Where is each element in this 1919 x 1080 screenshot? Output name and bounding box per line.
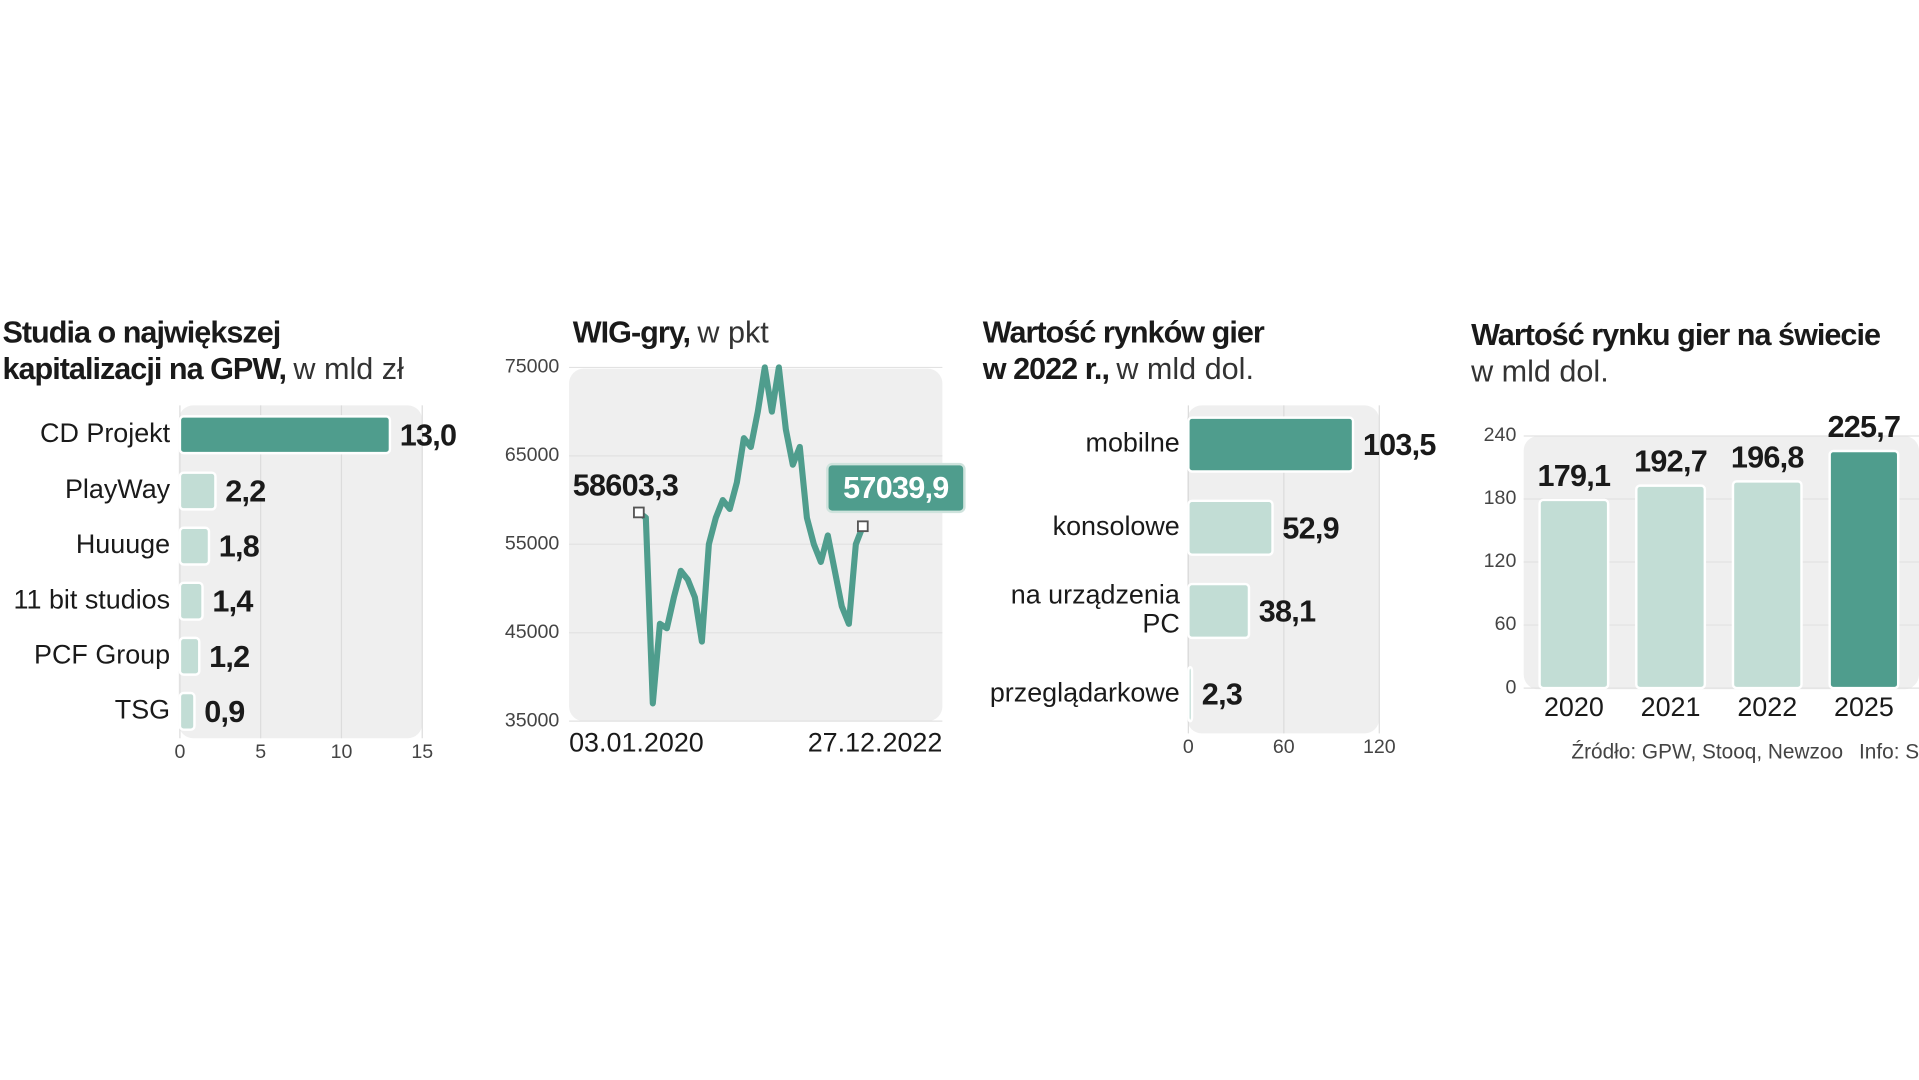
- value-label: 179,1: [1537, 459, 1611, 493]
- line: [637, 364, 866, 707]
- bar: [178, 636, 201, 676]
- title-unit: w mld dol.: [1115, 352, 1254, 386]
- bar: [178, 691, 196, 731]
- value-label: 196,8: [1731, 440, 1805, 474]
- bar: [1187, 416, 1355, 473]
- annotation-label: 58603,3: [573, 468, 678, 502]
- x-tick-label: 15: [411, 741, 433, 763]
- x-tick-label: 60: [1273, 736, 1295, 758]
- bar: [1828, 449, 1900, 690]
- chart-title: Wartość rynków gier w 2022 r., w mld dol.: [982, 315, 1265, 386]
- value-label: 103,5: [1363, 428, 1437, 462]
- x-tick-label: 10: [331, 741, 353, 763]
- title-unit: w mld dol.: [1470, 355, 1609, 389]
- category-label: przeglądarkowe: [990, 677, 1180, 707]
- y-tick-label: 55000: [505, 532, 560, 554]
- value-label: 2,3: [1202, 678, 1242, 712]
- source: Źródło: GPW, Stooq, Newzoo: [1571, 740, 1843, 763]
- annotation-box: [826, 462, 966, 514]
- category-label: konsolowe: [1053, 511, 1180, 541]
- x-tick-label: 120: [1363, 736, 1396, 758]
- value-label: 1,2: [209, 640, 249, 674]
- value-label: 52,9: [1282, 511, 1339, 545]
- category-label: mobilne: [1086, 428, 1180, 458]
- bar: [178, 415, 392, 455]
- plot-panel: [178, 405, 423, 739]
- title-line: Wartość rynku gier na świecie: [1471, 318, 1880, 352]
- bar: [1187, 666, 1194, 723]
- bar: [1538, 498, 1610, 690]
- y-tick-label: 120: [1484, 550, 1517, 572]
- value-label: 38,1: [1259, 595, 1316, 629]
- category-label: PCF Group: [34, 639, 170, 669]
- y-tick-label: 0: [1505, 676, 1516, 698]
- title-line: kapitalizacji na GPW,: [2, 352, 286, 386]
- x-tick-label: 03.01.2020: [569, 727, 704, 757]
- x-tick-label: 2021: [1641, 692, 1701, 722]
- x-tick-label: 2025: [1834, 692, 1894, 722]
- value-label: 1,4: [212, 585, 253, 619]
- y-tick-label: 35000: [505, 709, 560, 731]
- annotation-marker: [633, 506, 645, 519]
- title-line: WIG-gry,: [573, 315, 690, 349]
- category-line: na urządzenia: [1011, 579, 1180, 609]
- title-line: Studia o największej: [2, 315, 280, 349]
- category-label: na urządzenia PC: [1011, 579, 1180, 638]
- category-line: PC: [1142, 609, 1179, 639]
- bar: [1635, 484, 1707, 690]
- value-label: 13,0: [400, 418, 457, 452]
- chart-title: WIG-gry, w pkt: [573, 315, 770, 349]
- x-tick-label: 2022: [1737, 692, 1797, 722]
- y-tick-label: 60: [1495, 613, 1517, 635]
- x-tick-label: 2020: [1544, 692, 1604, 722]
- bar: [1187, 582, 1251, 640]
- title-unit: w pkt: [696, 315, 769, 349]
- title-line: w 2022 r.,: [982, 352, 1109, 386]
- value-label: 2,2: [225, 475, 265, 509]
- category-label: CD Projekt: [40, 418, 171, 448]
- annotation-marker: [857, 520, 869, 533]
- value-label: 0,9: [204, 695, 244, 729]
- chart-title: Studia o największej kapitalizacji na GPW…: [2, 315, 404, 386]
- x-tick-label: 27.12.2022: [808, 727, 943, 757]
- bar: [178, 471, 217, 511]
- category-label: PlayWay: [65, 474, 171, 504]
- y-tick-label: 45000: [505, 621, 560, 643]
- category-label: Huuuge: [76, 529, 170, 559]
- title-line: Wartość rynków gier: [983, 315, 1265, 349]
- bar: [178, 526, 211, 566]
- title-unit: w mld zł: [292, 352, 404, 386]
- y-tick-label: 65000: [505, 444, 560, 466]
- bar: [1731, 480, 1803, 690]
- chart-title: Wartość rynku gier na świecie w mld dol.: [1470, 318, 1880, 389]
- credit: Info: S: [1859, 740, 1919, 763]
- category-label: TSG: [115, 694, 170, 724]
- category-label: 11 bit studios: [14, 584, 171, 614]
- bar: [1187, 499, 1274, 556]
- value-label: 1,8: [219, 530, 260, 564]
- annotation-label: 57039,9: [843, 471, 948, 505]
- x-tick-label: 0: [1183, 736, 1194, 758]
- y-tick-label: 240: [1484, 424, 1517, 446]
- bar: [178, 581, 204, 621]
- x-tick-label: 5: [255, 741, 266, 763]
- value-label: 225,7: [1827, 410, 1900, 444]
- value-label: 192,7: [1634, 445, 1707, 479]
- x-tick-label: 0: [174, 741, 185, 763]
- y-tick-label: 180: [1484, 487, 1517, 509]
- y-tick-label: 75000: [505, 356, 560, 378]
